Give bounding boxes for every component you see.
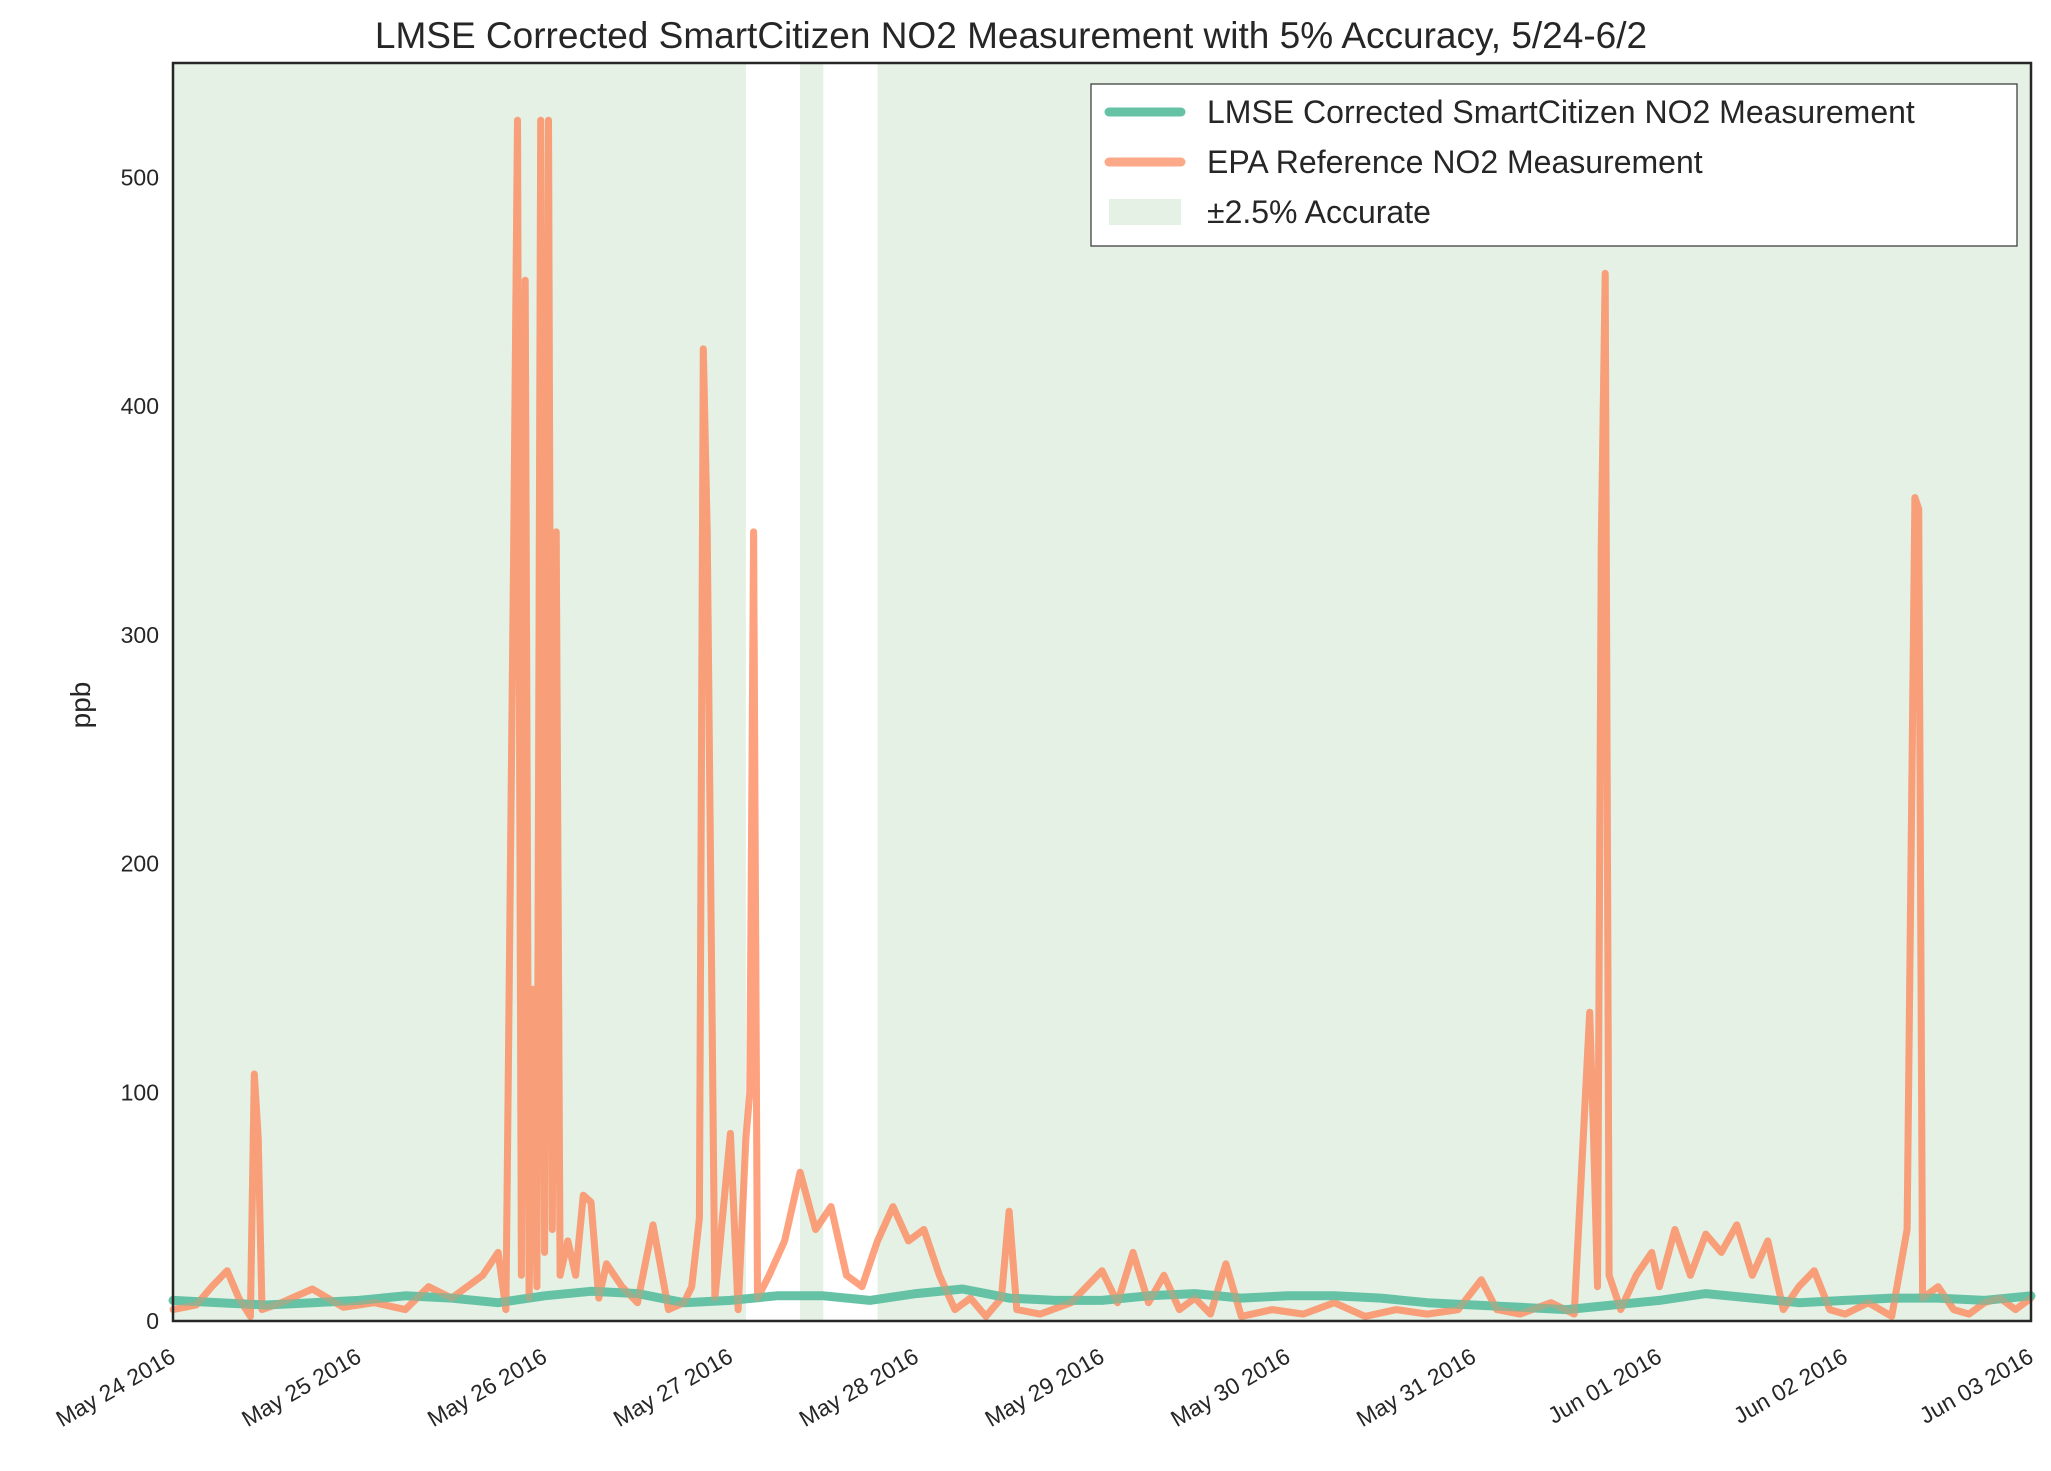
series-line-smartcitizen <box>168 1284 2036 1315</box>
x-tick-label: Jun 01 2016 <box>1543 1343 1666 1429</box>
x-tick-label: May 30 2016 <box>1166 1343 1294 1432</box>
y-tick-label: 100 <box>121 1079 159 1105</box>
y-tick-label: 400 <box>121 393 159 419</box>
y-tick-label: 300 <box>121 622 159 648</box>
accuracy-band-segment-1 <box>800 63 824 1321</box>
legend-entry-label: EPA Reference NO2 Measurement <box>1207 144 1703 180</box>
series-line-epa-reference <box>169 116 2035 1320</box>
accuracy-band-segment-2 <box>877 63 2031 1321</box>
legend: LMSE Corrected SmartCitizen NO2 Measurem… <box>1090 83 2018 247</box>
chart-title: LMSE Corrected SmartCitizen NO2 Measurem… <box>375 15 1647 56</box>
y-tick-label: 500 <box>121 164 159 190</box>
series-layer <box>168 116 2036 1320</box>
x-tick-label: May 27 2016 <box>609 1343 737 1432</box>
legend-swatch-patch <box>1109 199 1181 225</box>
x-tick-label: May 31 2016 <box>1352 1343 1480 1432</box>
x-tick-label: May 28 2016 <box>795 1343 923 1432</box>
x-tick-label: May 26 2016 <box>423 1343 551 1432</box>
x-tick-label: Jun 03 2016 <box>1915 1343 2038 1429</box>
y-tick-label: 0 <box>146 1308 159 1334</box>
y-tick-label: 200 <box>121 851 159 877</box>
legend-entry-label: ±2.5% Accurate <box>1207 194 1431 230</box>
accuracy-band-layer <box>173 63 2031 1321</box>
plot-frame <box>171 61 2033 1323</box>
x-tick-label: May 25 2016 <box>237 1343 365 1432</box>
x-tick-label: May 29 2016 <box>980 1343 1108 1432</box>
y-axis-label: ppb <box>65 682 96 729</box>
legend-box <box>1090 83 2018 247</box>
x-tick-label: May 24 2016 <box>51 1343 179 1432</box>
accuracy-band-segment-0 <box>173 63 746 1321</box>
x-tick-label: Jun 02 2016 <box>1729 1343 1852 1429</box>
legend-entry-label: LMSE Corrected SmartCitizen NO2 Measurem… <box>1207 94 1915 130</box>
series-line-epa-overlay <box>172 116 2034 1320</box>
